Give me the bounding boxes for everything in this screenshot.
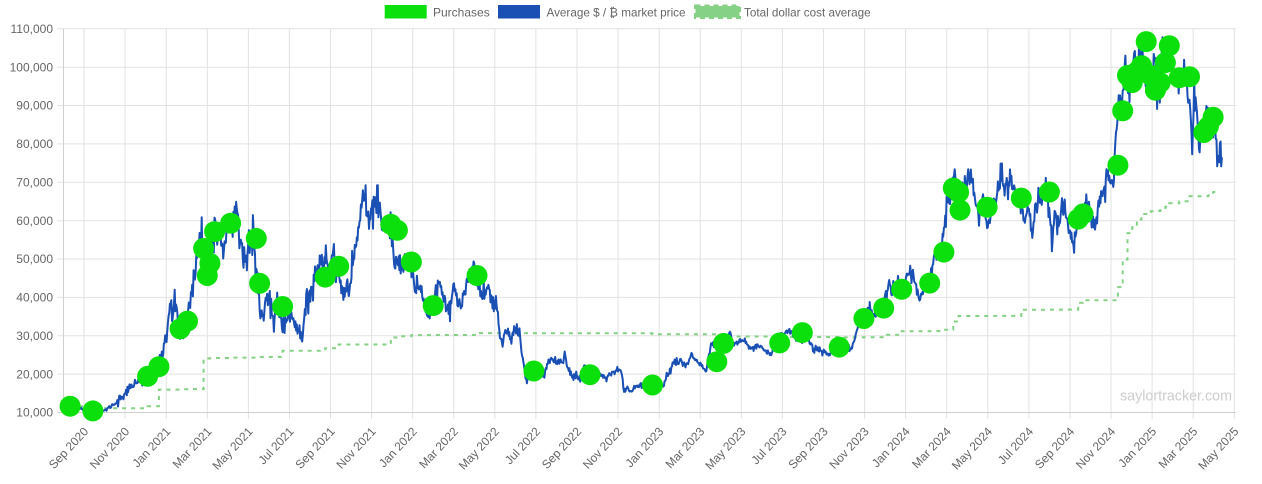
svg-text:110,000: 110,000 [11, 22, 54, 36]
svg-text:50,000: 50,000 [16, 252, 53, 266]
svg-text:80,000: 80,000 [16, 137, 53, 151]
svg-text:Purchases: Purchases [433, 6, 490, 20]
svg-text:90,000: 90,000 [16, 99, 53, 113]
svg-text:60,000: 60,000 [16, 214, 53, 228]
svg-text:70,000: 70,000 [16, 176, 53, 190]
svg-text:100,000: 100,000 [10, 60, 54, 74]
svg-text:Average $ / ₿ market price: Average $ / ₿ market price [547, 7, 686, 20]
svg-text:40,000: 40,000 [16, 291, 53, 305]
svg-text:saylortracker.com: saylortracker.com [1120, 389, 1232, 405]
svg-text:Total dollar cost average: Total dollar cost average [744, 7, 871, 20]
svg-text:20,000: 20,000 [16, 367, 53, 381]
svg-text:10,000: 10,000 [16, 406, 53, 420]
svg-text:30,000: 30,000 [16, 329, 53, 343]
